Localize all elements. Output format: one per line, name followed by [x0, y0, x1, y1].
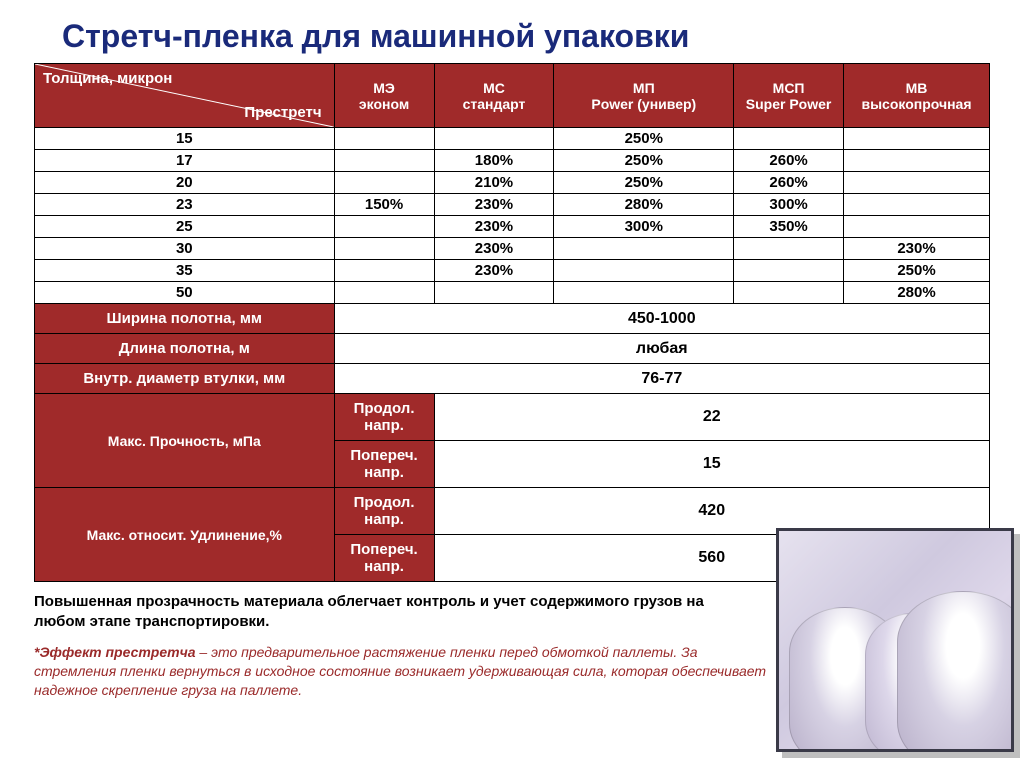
col-header: МПPower (универ): [554, 64, 734, 128]
value-cell: 230%: [434, 194, 554, 216]
spec-value: любая: [334, 334, 989, 364]
value-cell: [434, 282, 554, 304]
value-cell: 300%: [734, 194, 844, 216]
sub-label: Продол. напр.: [334, 488, 434, 535]
table-row: 17 180%250%260%: [35, 150, 990, 172]
value-cell: 150%: [334, 194, 434, 216]
table-row: 20 210%250%260%: [35, 172, 990, 194]
value-cell: [334, 238, 434, 260]
value-cell: [844, 172, 990, 194]
sub-label: Продол. напр.: [334, 394, 434, 441]
spec-row: Ширина полотна, мм450-1000: [35, 304, 990, 334]
value-cell: [334, 216, 434, 238]
table-row: 23150%230%280%300%: [35, 194, 990, 216]
spec-label: Ширина полотна, мм: [35, 304, 335, 334]
footnote-lead: *Эффект престретча: [34, 644, 196, 660]
diag-bottom-label: Престретч: [244, 104, 321, 121]
value-cell: [734, 238, 844, 260]
value-cell: [554, 238, 734, 260]
value-cell: 280%: [554, 194, 734, 216]
thickness-cell: 35: [35, 260, 335, 282]
value-cell: [844, 194, 990, 216]
sub-label: Попереч. напр.: [334, 441, 434, 488]
page-title: Стретч-пленка для машинной упаковки: [0, 0, 1024, 63]
value-cell: [734, 282, 844, 304]
thickness-cell: 25: [35, 216, 335, 238]
value-cell: 230%: [434, 238, 554, 260]
spec-row: Внутр. диаметр втулки, мм76-77: [35, 364, 990, 394]
value-cell: [334, 150, 434, 172]
note-paragraph: Повышенная прозрачность материала облегч…: [34, 592, 754, 631]
table-row: 35 230% 250%: [35, 260, 990, 282]
value-cell: 230%: [844, 238, 990, 260]
value-cell: [434, 128, 554, 150]
value-cell: 250%: [554, 172, 734, 194]
value-cell: [334, 260, 434, 282]
thickness-cell: 15: [35, 128, 335, 150]
value-cell: 230%: [434, 260, 554, 282]
spec-value: 450-1000: [334, 304, 989, 334]
value-cell: [844, 128, 990, 150]
value-cell: 260%: [734, 172, 844, 194]
value-cell: [734, 128, 844, 150]
col-header: МСстандарт: [434, 64, 554, 128]
spec-label: Внутр. диаметр втулки, мм: [35, 364, 335, 394]
value-cell: 210%: [434, 172, 554, 194]
thickness-cell: 23: [35, 194, 335, 216]
value-cell: 300%: [554, 216, 734, 238]
thickness-cell: 50: [35, 282, 335, 304]
value-cell: 250%: [554, 128, 734, 150]
value-cell: 260%: [734, 150, 844, 172]
diag-header: Толщина, микрон Престретч: [35, 64, 335, 128]
group-label: Макс. Прочность, мПа: [35, 394, 335, 488]
col-header: МЭэконом: [334, 64, 434, 128]
value-cell: [844, 216, 990, 238]
table-row: 50 280%: [35, 282, 990, 304]
table-row: 25 230%300%350%: [35, 216, 990, 238]
col-header: МСПSuper Power: [734, 64, 844, 128]
spec-value: 76-77: [334, 364, 989, 394]
specs-table: Толщина, микрон Престретч МЭэкономМСстан…: [34, 63, 990, 582]
grouped-spec-value: 15: [434, 441, 989, 488]
spec-label: Длина полотна, м: [35, 334, 335, 364]
grouped-spec-value: 22: [434, 394, 989, 441]
footnote: *Эффект престретча – это предварительное…: [34, 643, 774, 700]
value-cell: [734, 260, 844, 282]
grouped-spec-row: Макс. Прочность, мПаПродол. напр.22: [35, 394, 990, 441]
col-header: МВвысокопрочная: [844, 64, 990, 128]
thickness-cell: 17: [35, 150, 335, 172]
value-cell: 230%: [434, 216, 554, 238]
diag-top-label: Толщина, микрон: [43, 70, 172, 87]
value-cell: [554, 260, 734, 282]
table-row: 15 250%: [35, 128, 990, 150]
value-cell: [554, 282, 734, 304]
group-label: Макс. относит. Удлинение,%: [35, 488, 335, 582]
value-cell: 250%: [844, 260, 990, 282]
value-cell: [334, 282, 434, 304]
table-row: 30 230% 230%: [35, 238, 990, 260]
value-cell: [334, 128, 434, 150]
value-cell: [334, 172, 434, 194]
value-cell: 280%: [844, 282, 990, 304]
value-cell: 180%: [434, 150, 554, 172]
product-image: [776, 528, 1014, 752]
thickness-cell: 30: [35, 238, 335, 260]
spec-row: Длина полотна, млюбая: [35, 334, 990, 364]
value-cell: [844, 150, 990, 172]
sub-label: Попереч. напр.: [334, 535, 434, 582]
value-cell: 350%: [734, 216, 844, 238]
value-cell: 250%: [554, 150, 734, 172]
thickness-cell: 20: [35, 172, 335, 194]
